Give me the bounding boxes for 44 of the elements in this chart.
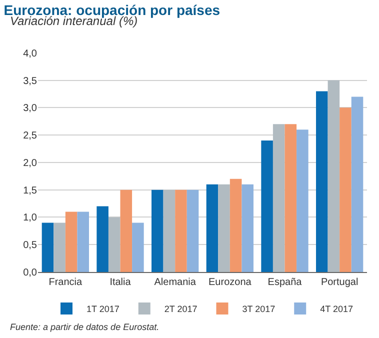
y-tick-label: 2,0 (23, 158, 38, 169)
bar (284, 124, 297, 272)
x-tick-label: Portugal (320, 277, 358, 288)
bar (96, 206, 108, 272)
y-tick-label: 2,5 (23, 130, 38, 142)
bar (218, 184, 230, 272)
bar (77, 212, 89, 272)
bar (120, 190, 132, 272)
bar (108, 217, 120, 272)
bar (186, 190, 199, 272)
bar (316, 91, 328, 272)
legend-label: 2T 2017 (164, 304, 198, 314)
y-tick-label: 3,5 (23, 76, 38, 87)
y-tick-label: 0,0 (23, 268, 38, 278)
x-tick-label: Eurozona (208, 277, 252, 288)
x-tick-label: Francia (48, 277, 83, 288)
bar (242, 184, 254, 272)
bar (340, 108, 352, 272)
bar (152, 190, 164, 272)
x-tick-label: España (268, 277, 302, 288)
bar (261, 140, 273, 272)
y-tick-label: 1,0 (23, 212, 38, 224)
legend-label: 4T 2017 (320, 304, 353, 314)
source-note: Fuente: a partir de datos de Eurostat. (10, 322, 160, 332)
bar (272, 124, 285, 272)
x-tick-label: Italia (110, 277, 132, 288)
bar (65, 212, 78, 272)
y-tick-label: 4,0 (23, 48, 38, 60)
bar (328, 80, 340, 272)
y-tick-label: 0,5 (23, 240, 38, 252)
bar (230, 178, 242, 272)
bar (42, 222, 54, 272)
bar (132, 222, 144, 272)
bar (163, 190, 176, 272)
legend-label: 3T 2017 (242, 304, 276, 314)
bar (206, 184, 218, 272)
y-tick-label: 3,0 (23, 103, 38, 114)
bar (54, 222, 66, 272)
legend-label: 1T 2017 (86, 304, 120, 314)
bar (351, 96, 364, 272)
bar (175, 190, 187, 272)
x-tick-label: Alemania (154, 277, 196, 288)
bar (296, 130, 308, 272)
y-tick-label: 1,5 (23, 185, 38, 196)
